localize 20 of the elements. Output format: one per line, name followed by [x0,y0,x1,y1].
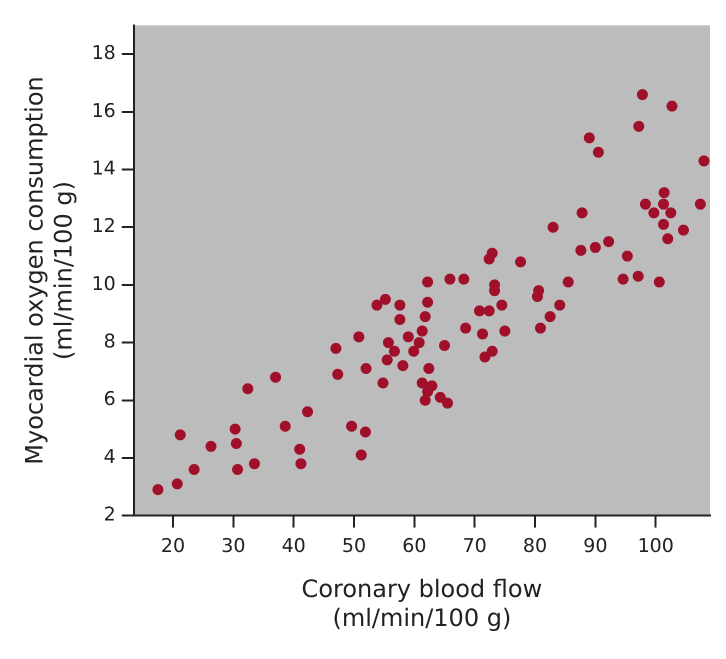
y-tick-label: 14 [92,158,116,180]
x-tick-label: 40 [282,534,306,557]
y-tick-label: 12 [92,215,116,238]
x-tick-label: 30 [221,534,246,557]
x-axis-title: Coronary blood flow (ml/min/100 g) [302,575,542,632]
x-tick-label: 90 [583,534,608,557]
x-tick-label: 60 [402,534,426,557]
y-tick-label: 10 [92,272,116,295]
x-tick-label: 100 [638,534,674,557]
y-tick-label: 6 [104,388,116,410]
x-tick-label: 20 [160,534,186,557]
y-tick-label: 2 [104,504,116,526]
y-tick-label: 4 [104,446,116,468]
y-tick-label: 18 [92,42,116,64]
y-axis-title: Myocardial oxygen consumption (ml/min/100 g) [20,76,78,465]
y-tick-label: 8 [104,330,116,353]
x-tick-label: 80 [522,534,548,557]
x-tick-label: 70 [462,534,487,557]
y-tick-label: 16 [92,100,116,122]
x-tick-label: 50 [342,534,366,557]
